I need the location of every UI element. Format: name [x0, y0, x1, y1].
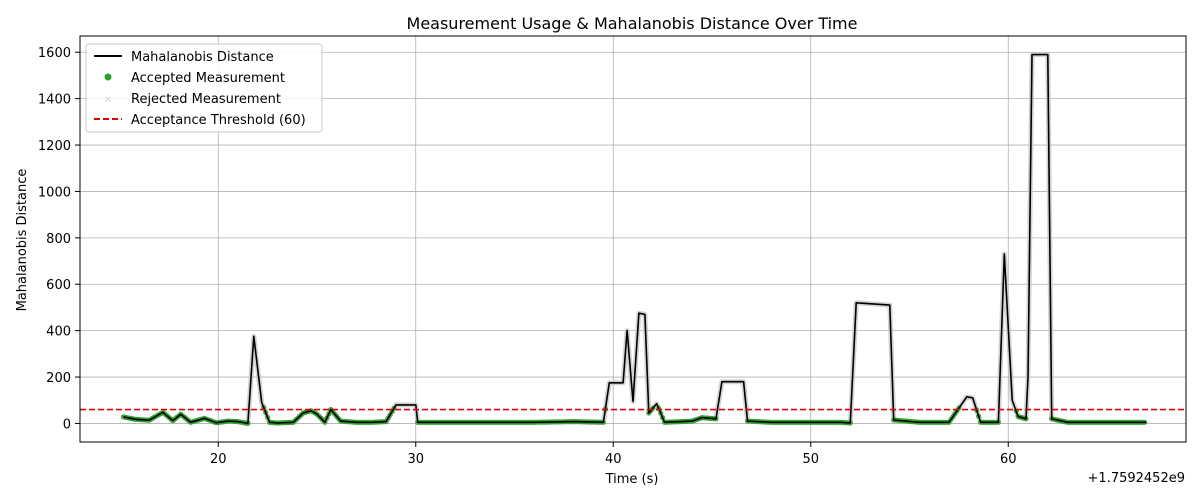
- legend: Mahalanobis Distance Accepted Measuremen…: [85, 43, 323, 133]
- grid-layer: [80, 36, 1186, 442]
- x-offset-label: +1.7592452e9: [1088, 471, 1185, 486]
- x-tick-label: 30: [407, 452, 424, 467]
- legend-rejected-swatch: ×: [104, 95, 112, 105]
- y-tick-label: 0: [63, 417, 71, 432]
- legend-accepted-swatch: [104, 73, 112, 81]
- plot-frame: [79, 35, 1187, 443]
- legend-threshold-label: Acceptance Threshold (60): [131, 113, 306, 128]
- mahalanobis-distance-line: [123, 53, 1147, 425]
- y-axis-label: Mahalanobis Distance: [15, 169, 30, 312]
- chart-title: Measurement Usage & Mahalanobis Distance…: [407, 14, 858, 33]
- y-tick-label: 1600: [38, 46, 71, 61]
- legend-accepted-label: Accepted Measurement: [131, 71, 285, 86]
- x-tick-label: 50: [802, 452, 819, 467]
- y-tick-label: 400: [46, 325, 71, 340]
- x-tick-label: 40: [605, 452, 622, 467]
- legend-box: [85, 43, 323, 133]
- y-tick-label: 800: [46, 232, 71, 247]
- y-tick-label: 1400: [38, 93, 71, 108]
- series-layer: [80, 52, 1186, 426]
- legend-rejected-label: Rejected Measurement: [131, 92, 281, 107]
- y-tick-label: 1200: [38, 139, 71, 154]
- y-tick-label: 600: [46, 278, 71, 293]
- y-tick-label: 1000: [38, 185, 71, 200]
- y-tick-label: 200: [46, 371, 71, 386]
- x-tick-label: 60: [1000, 452, 1017, 467]
- x-tick-label: 20: [210, 452, 227, 467]
- x-axis-label: Time (s): [605, 472, 659, 487]
- legend-distance-label: Mahalanobis Distance: [131, 50, 274, 65]
